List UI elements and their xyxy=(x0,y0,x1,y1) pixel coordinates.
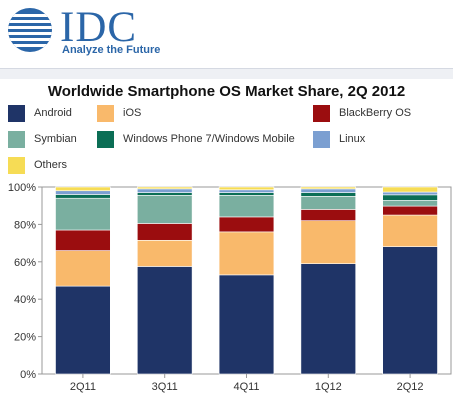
legend-label: Symbian xyxy=(34,133,77,145)
bar-segment-windows-phone-7-windows-mobile-3q11 xyxy=(136,192,193,196)
bar-segment-linux-4q11 xyxy=(218,189,275,193)
bar-segment-blackberry-os-1q12 xyxy=(300,209,357,221)
bar-segment-symbian-2q11 xyxy=(55,197,111,231)
y-tick-label: 0% xyxy=(20,369,36,381)
bar-segment-blackberry-os-3q11 xyxy=(136,223,193,241)
y-tick-label: 40% xyxy=(14,294,36,306)
x-tick-label: 1Q12 xyxy=(315,381,342,393)
bar-segment-android-1q12 xyxy=(300,263,357,375)
bar-segment-others-4q11 xyxy=(218,186,275,191)
y-tick-label: 60% xyxy=(14,257,36,269)
header-divider xyxy=(0,68,453,79)
y-tick-label: 20% xyxy=(14,332,36,344)
y-tick-label: 100% xyxy=(8,182,36,194)
bar-segment-blackberry-os-2q12 xyxy=(382,205,438,216)
legend-swatch xyxy=(313,105,330,122)
bar-segment-symbian-2q12 xyxy=(382,200,438,207)
legend-label: Others xyxy=(34,159,68,171)
x-tick-label: 3Q11 xyxy=(152,381,178,393)
bar-segment-ios-2q11 xyxy=(55,250,111,287)
bar-segment-linux-3q11 xyxy=(136,188,193,193)
legend-label: Linux xyxy=(339,133,366,145)
y-tick-label: 80% xyxy=(14,219,36,231)
legend-swatch xyxy=(8,105,25,122)
legend-label: Android xyxy=(34,107,72,119)
bar-segment-linux-1q12 xyxy=(300,188,357,193)
bar-segment-symbian-3q11 xyxy=(136,195,193,224)
legend-swatch xyxy=(313,131,330,148)
legend-label: iOS xyxy=(123,107,142,119)
bar-segment-symbian-1q12 xyxy=(300,196,357,210)
x-tick-label: 2Q11 xyxy=(70,381,96,393)
bar-segment-others-3q11 xyxy=(136,186,193,190)
bar-segment-others-2q12 xyxy=(382,186,438,193)
legend-swatch xyxy=(97,131,114,148)
bar-segment-windows-phone-7-windows-mobile-2q11 xyxy=(55,194,111,199)
brand-name: IDC xyxy=(60,4,138,51)
bar-segment-others-2q11 xyxy=(55,186,111,192)
brand-tagline: Analyze the Future xyxy=(62,44,161,56)
bar-segment-linux-2q11 xyxy=(55,190,111,195)
legend-swatch xyxy=(97,105,114,122)
stacked-bar-chart: 0% 20% 40% 60% 80% 100% 2Q11 3Q11 4Q11 1Q12 2Q12 xyxy=(8,182,452,393)
bar-segment-ios-4q11 xyxy=(218,231,275,276)
bar-segment-android-3q11 xyxy=(136,266,193,375)
idc-globe-icon xyxy=(8,8,52,52)
legend-label: BlackBerry OS xyxy=(339,107,412,119)
bar-segment-others-1q12 xyxy=(300,186,357,190)
idc-logo[interactable]: IDC Analyze the Future xyxy=(6,6,246,62)
bar-segment-ios-3q11 xyxy=(136,239,193,267)
bar-segment-android-2q11 xyxy=(55,285,111,375)
legend-label: Windows Phone 7/Windows Mobile xyxy=(123,133,295,145)
bar-segment-blackberry-os-4q11 xyxy=(218,216,275,233)
bar-segment-android-4q11 xyxy=(218,274,275,375)
legend-swatch xyxy=(8,157,25,174)
bar-segment-windows-phone-7-windows-mobile-1q12 xyxy=(300,192,357,197)
header: IDC Analyze the Future xyxy=(0,0,453,68)
bar-segment-blackberry-os-2q11 xyxy=(55,229,111,251)
x-tick-label: 2Q12 xyxy=(397,381,424,393)
bar-segment-windows-phone-7-windows-mobile-2q12 xyxy=(382,194,438,201)
bar-segment-windows-phone-7-windows-mobile-4q11 xyxy=(218,192,275,196)
bar-segment-symbian-4q11 xyxy=(218,195,275,218)
chart-title: Worldwide Smartphone OS Market Share, 2Q… xyxy=(47,83,406,100)
bar-segment-linux-2q12 xyxy=(382,191,438,196)
bar-segment-ios-2q12 xyxy=(382,214,438,247)
x-tick-label: 4Q11 xyxy=(233,381,259,393)
bar-segment-android-2q12 xyxy=(382,246,438,375)
bar-segment-ios-1q12 xyxy=(300,220,357,264)
legend-swatch xyxy=(8,131,25,148)
